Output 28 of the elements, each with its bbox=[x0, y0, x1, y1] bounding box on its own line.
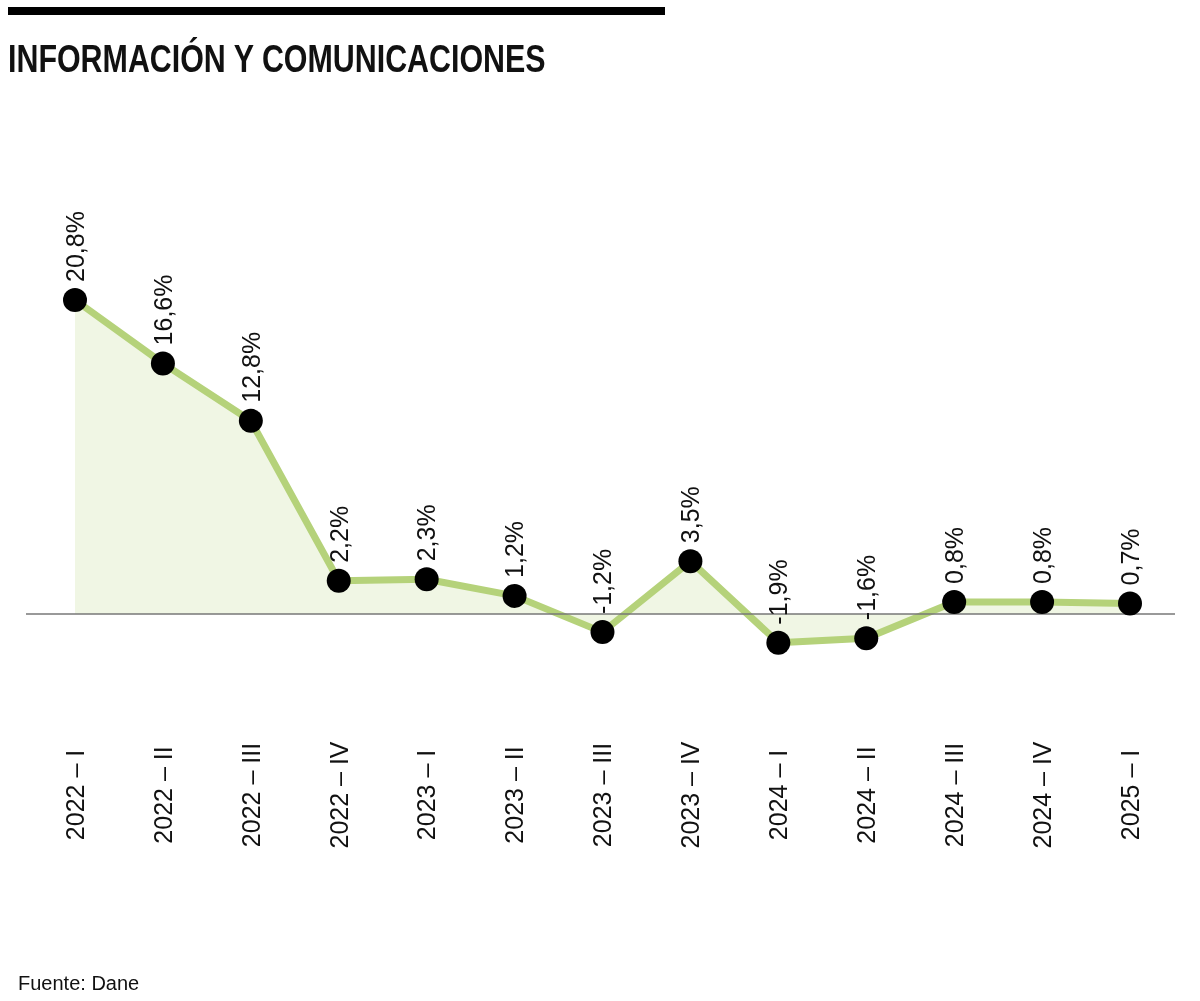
x-tick-label: 2022 – II bbox=[148, 746, 177, 844]
data-label: 0,7% bbox=[1115, 528, 1144, 586]
data-label: 20,8% bbox=[60, 211, 89, 282]
data-label: -1,9% bbox=[764, 559, 793, 625]
x-tick-label: 2022 – III bbox=[236, 742, 265, 848]
x-tick-label: 2022 – IV bbox=[324, 741, 353, 849]
data-label: 16,6% bbox=[148, 274, 177, 346]
x-tick-label: 2024 – I bbox=[764, 749, 793, 841]
data-label: 2,3% bbox=[412, 504, 441, 562]
data-label: 12,8% bbox=[236, 331, 265, 403]
chart-title: INFORMACIÓN Y COMUNICACIONES bbox=[8, 36, 546, 80]
x-tick-label: 2022 – I bbox=[60, 749, 89, 841]
data-label: -1,6% bbox=[852, 554, 880, 621]
data-label: 3,5% bbox=[676, 486, 705, 544]
data-label: 0,8% bbox=[939, 526, 968, 584]
source-note: Fuente: Dane bbox=[18, 972, 140, 994]
x-tick-label: 2023 – III bbox=[588, 742, 617, 848]
data-label: 1,2% bbox=[500, 520, 529, 578]
x-tick-label: 2023 – IV bbox=[676, 741, 705, 849]
x-tick-label: 2024 – II bbox=[852, 746, 880, 844]
x-tick-label: 2024 – IV bbox=[1027, 741, 1056, 849]
x-tick-label: 2025 – I bbox=[1115, 749, 1144, 841]
data-label: 2,2% bbox=[324, 505, 353, 563]
x-tick-label: 2023 – I bbox=[412, 749, 441, 841]
data-label: 0,8% bbox=[1027, 526, 1056, 584]
x-tick-label: 2023 – II bbox=[500, 746, 529, 844]
data-label: -1,2% bbox=[588, 548, 617, 615]
x-tick-label: 2024 – III bbox=[939, 742, 968, 848]
